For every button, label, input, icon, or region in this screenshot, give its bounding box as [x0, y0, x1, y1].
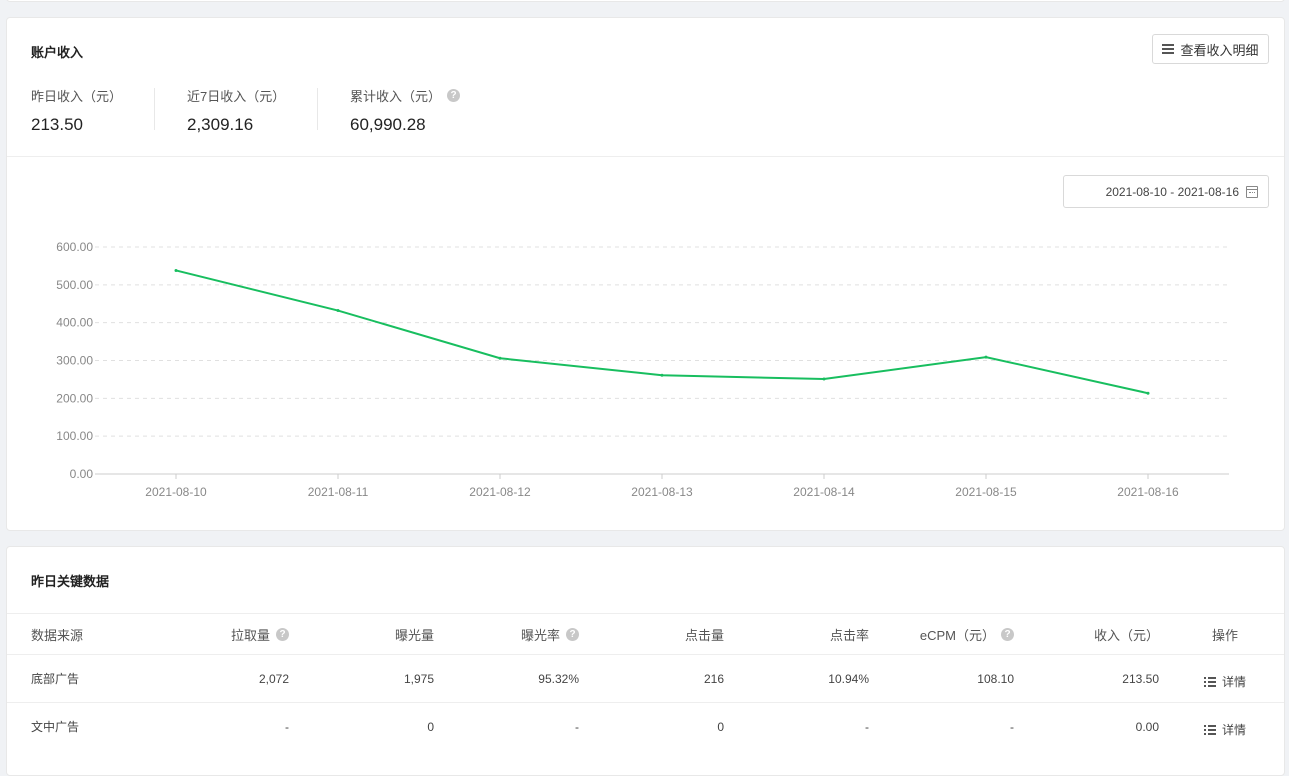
date-range-value: 2021-08-10 - 2021-08-16: [1105, 184, 1239, 199]
stat-divider: [154, 88, 155, 130]
cell-clicks: 0: [717, 719, 724, 734]
x-tick-label: 2021-08-10: [145, 485, 207, 499]
stat-yesterday-label: 昨日收入（元）: [31, 89, 123, 104]
column-header-label: 收入（元）: [1093, 627, 1159, 643]
date-range-picker[interactable]: 2021-08-10 - 2021-08-16: [1063, 175, 1269, 208]
column-header-label: 点击率: [829, 627, 869, 643]
key-data-title: 昨日关键数据: [31, 574, 110, 589]
stat-divider: [317, 88, 318, 130]
data-point[interactable]: [498, 356, 502, 360]
x-tick-label: 2021-08-11: [308, 485, 369, 499]
x-tick-label: 2021-08-16: [1117, 485, 1179, 499]
cell-income: 0.00: [1135, 719, 1159, 734]
income-title: 账户收入: [31, 45, 84, 60]
column-header-label: 数据来源: [31, 627, 84, 643]
stat-yesterday: 昨日收入（元） 213.50: [31, 86, 122, 135]
view-income-detail-button[interactable]: 查看收入明细: [1152, 34, 1269, 64]
cell-ctr: 10.94%: [828, 671, 869, 686]
question-circle-icon[interactable]: ?: [566, 627, 579, 641]
cell-income: 213.50: [1122, 671, 1159, 686]
column-header: 点击量: [597, 614, 724, 654]
detail-link-label: 详情: [1221, 675, 1246, 689]
column-header: 曝光率?: [447, 614, 579, 654]
y-tick-label: 400.00: [56, 316, 93, 330]
cell-impressions: 0: [427, 719, 434, 734]
column-header: 操作: [1185, 614, 1265, 654]
cell-source: 底部广告: [31, 672, 80, 686]
x-tick-label: 2021-08-13: [631, 485, 693, 499]
y-tick-label: 100.00: [56, 429, 93, 443]
cell-impression-rate: -: [575, 719, 579, 734]
view-income-detail-label: 查看收入明细: [1180, 42, 1259, 58]
cell-pulls: -: [285, 719, 289, 734]
menu-icon: [1162, 42, 1175, 56]
detail-link[interactable]: 详情: [1204, 673, 1246, 690]
cell-ecpm: -: [1010, 719, 1014, 734]
column-header-label: 曝光量: [394, 627, 434, 643]
list-icon: [1204, 675, 1216, 688]
data-point[interactable]: [984, 355, 988, 359]
list-icon: [1204, 723, 1216, 736]
cell-ctr: -: [865, 719, 869, 734]
question-circle-icon[interactable]: ?: [1001, 627, 1014, 641]
detail-link[interactable]: 详情: [1204, 721, 1246, 738]
section-divider: [7, 156, 1284, 157]
data-point[interactable]: [1146, 391, 1150, 395]
x-tick-label: 2021-08-12: [469, 485, 531, 499]
column-header-label: 曝光率: [520, 627, 560, 643]
x-tick-label: 2021-08-14: [793, 485, 855, 499]
y-tick-label: 0.00: [70, 467, 94, 481]
data-point[interactable]: [336, 309, 340, 313]
action-cell: 详情: [1185, 706, 1265, 753]
column-header: 数据来源: [31, 614, 151, 654]
cell-pulls: 2,072: [258, 671, 289, 686]
column-header-label: 点击量: [684, 627, 724, 643]
stat-total-label-row: 累计收入（元） ?: [350, 86, 461, 105]
column-header-label: eCPM（元）: [919, 627, 995, 643]
income-card: 账户收入 查看收入明细 昨日收入（元） 213.50 近7日收入（元） 2,30…: [6, 17, 1285, 531]
income-line-chart: 0.00 100.00 200.00 300.00 400.00 500.00 600.00…: [56, 240, 1229, 499]
column-header: 拉取量?: [167, 614, 289, 654]
y-tick-label: 600.00: [56, 240, 93, 254]
detail-link-label: 详情: [1221, 723, 1246, 737]
cell-impression-rate: 95.32%: [538, 671, 579, 686]
column-header: 收入（元）: [1037, 614, 1159, 654]
stat-7days-label: 近7日收入（元）: [187, 89, 286, 104]
data-point[interactable]: [174, 268, 178, 272]
calendar-icon: [1246, 185, 1258, 198]
stat-total-value: 60,990.28: [350, 115, 426, 134]
y-tick-label: 300.00: [56, 354, 93, 368]
top-card: [6, 0, 1285, 2]
stat-total-label: 累计收入（元）: [350, 89, 442, 104]
cell-impressions: 1,975: [403, 671, 434, 686]
table-header: 数据来源 拉取量? 曝光量 曝光率? 点击量 点击率 eCPM（元）? 收入（元） 操作: [7, 613, 1284, 654]
cell-clicks: 216: [703, 671, 724, 686]
y-tick-label: 500.00: [56, 278, 93, 292]
cell-ecpm: 108.10: [977, 671, 1014, 686]
cell-source: 文中广告: [31, 720, 80, 734]
stat-total: 累计收入（元） ? 60,990.28: [350, 86, 461, 135]
stat-yesterday-value: 213.50: [31, 115, 83, 134]
data-point[interactable]: [660, 373, 664, 377]
question-circle-icon[interactable]: ?: [276, 627, 289, 641]
y-tick-label: 200.00: [56, 391, 93, 405]
column-header-label: 操作: [1211, 627, 1238, 643]
stat-7days-value: 2,309.16: [187, 115, 254, 134]
table-row: 底部广告 2,072 1,975 95.32% 216 10.94% 108.10 213.5…: [7, 654, 1284, 702]
table-row: 文中广告 - 0 - 0 - - 0.00 详情: [7, 702, 1284, 750]
question-circle-icon[interactable]: ?: [447, 89, 461, 102]
key-data-card: 昨日关键数据 数据来源 拉取量? 曝光量 曝光率? 点击量 点击率 eCPM（元）? 收入（元…: [6, 546, 1285, 776]
column-header-label: 拉取量: [230, 627, 270, 643]
column-header: 曝光量: [307, 614, 434, 654]
action-cell: 详情: [1185, 658, 1265, 705]
x-tick-label: 2021-08-15: [955, 485, 1017, 499]
data-point[interactable]: [822, 377, 826, 381]
column-header: eCPM（元）?: [887, 614, 1014, 654]
column-header: 点击率: [737, 614, 869, 654]
key-data-table: 数据来源 拉取量? 曝光量 曝光率? 点击量 点击率 eCPM（元）? 收入（元） 操作 底部广告…: [7, 613, 1284, 750]
stat-7days: 近7日收入（元） 2,309.16: [187, 86, 285, 135]
